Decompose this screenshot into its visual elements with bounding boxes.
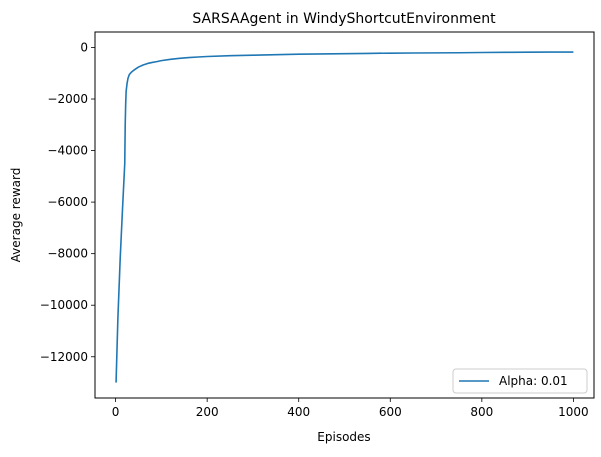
plot-area: 0 200 400 600 800 1000 −12000 −10000 −8000 −6000… bbox=[40, 31, 595, 419]
x-tick-label: 800 bbox=[470, 405, 493, 419]
legend: Alpha: 0.01 bbox=[452, 368, 588, 394]
x-tick-label: 400 bbox=[287, 405, 310, 419]
y-axis-ticks: −12000 −10000 −8000 −6000 −4000 −2000 0 bbox=[40, 40, 95, 364]
x-tick-label: 1000 bbox=[558, 405, 589, 419]
y-tick-label: −10000 bbox=[40, 298, 88, 312]
y-tick-label: −4000 bbox=[47, 144, 88, 158]
y-tick-label: −12000 bbox=[40, 350, 88, 364]
y-tick-label: −6000 bbox=[47, 195, 88, 209]
x-axis-ticks: 0 200 400 600 800 1000 bbox=[112, 398, 589, 419]
x-axis-label: Episodes bbox=[317, 430, 370, 444]
plot-frame bbox=[94, 31, 595, 399]
chart-title: SARSAAgent in WindyShortcutEnvironment bbox=[192, 11, 496, 27]
y-tick-label: −2000 bbox=[47, 92, 88, 106]
y-axis-label: Average reward bbox=[9, 168, 23, 263]
legend-label: Alpha: 0.01 bbox=[499, 374, 568, 388]
x-tick-label: 200 bbox=[196, 405, 219, 419]
y-tick-label: 0 bbox=[80, 40, 88, 54]
y-tick-label: −8000 bbox=[47, 247, 88, 261]
legend-box bbox=[452, 368, 588, 394]
x-tick-label: 0 bbox=[112, 405, 120, 419]
x-tick-label: 600 bbox=[379, 405, 402, 419]
series-line-alpha-0-01 bbox=[115, 51, 574, 383]
